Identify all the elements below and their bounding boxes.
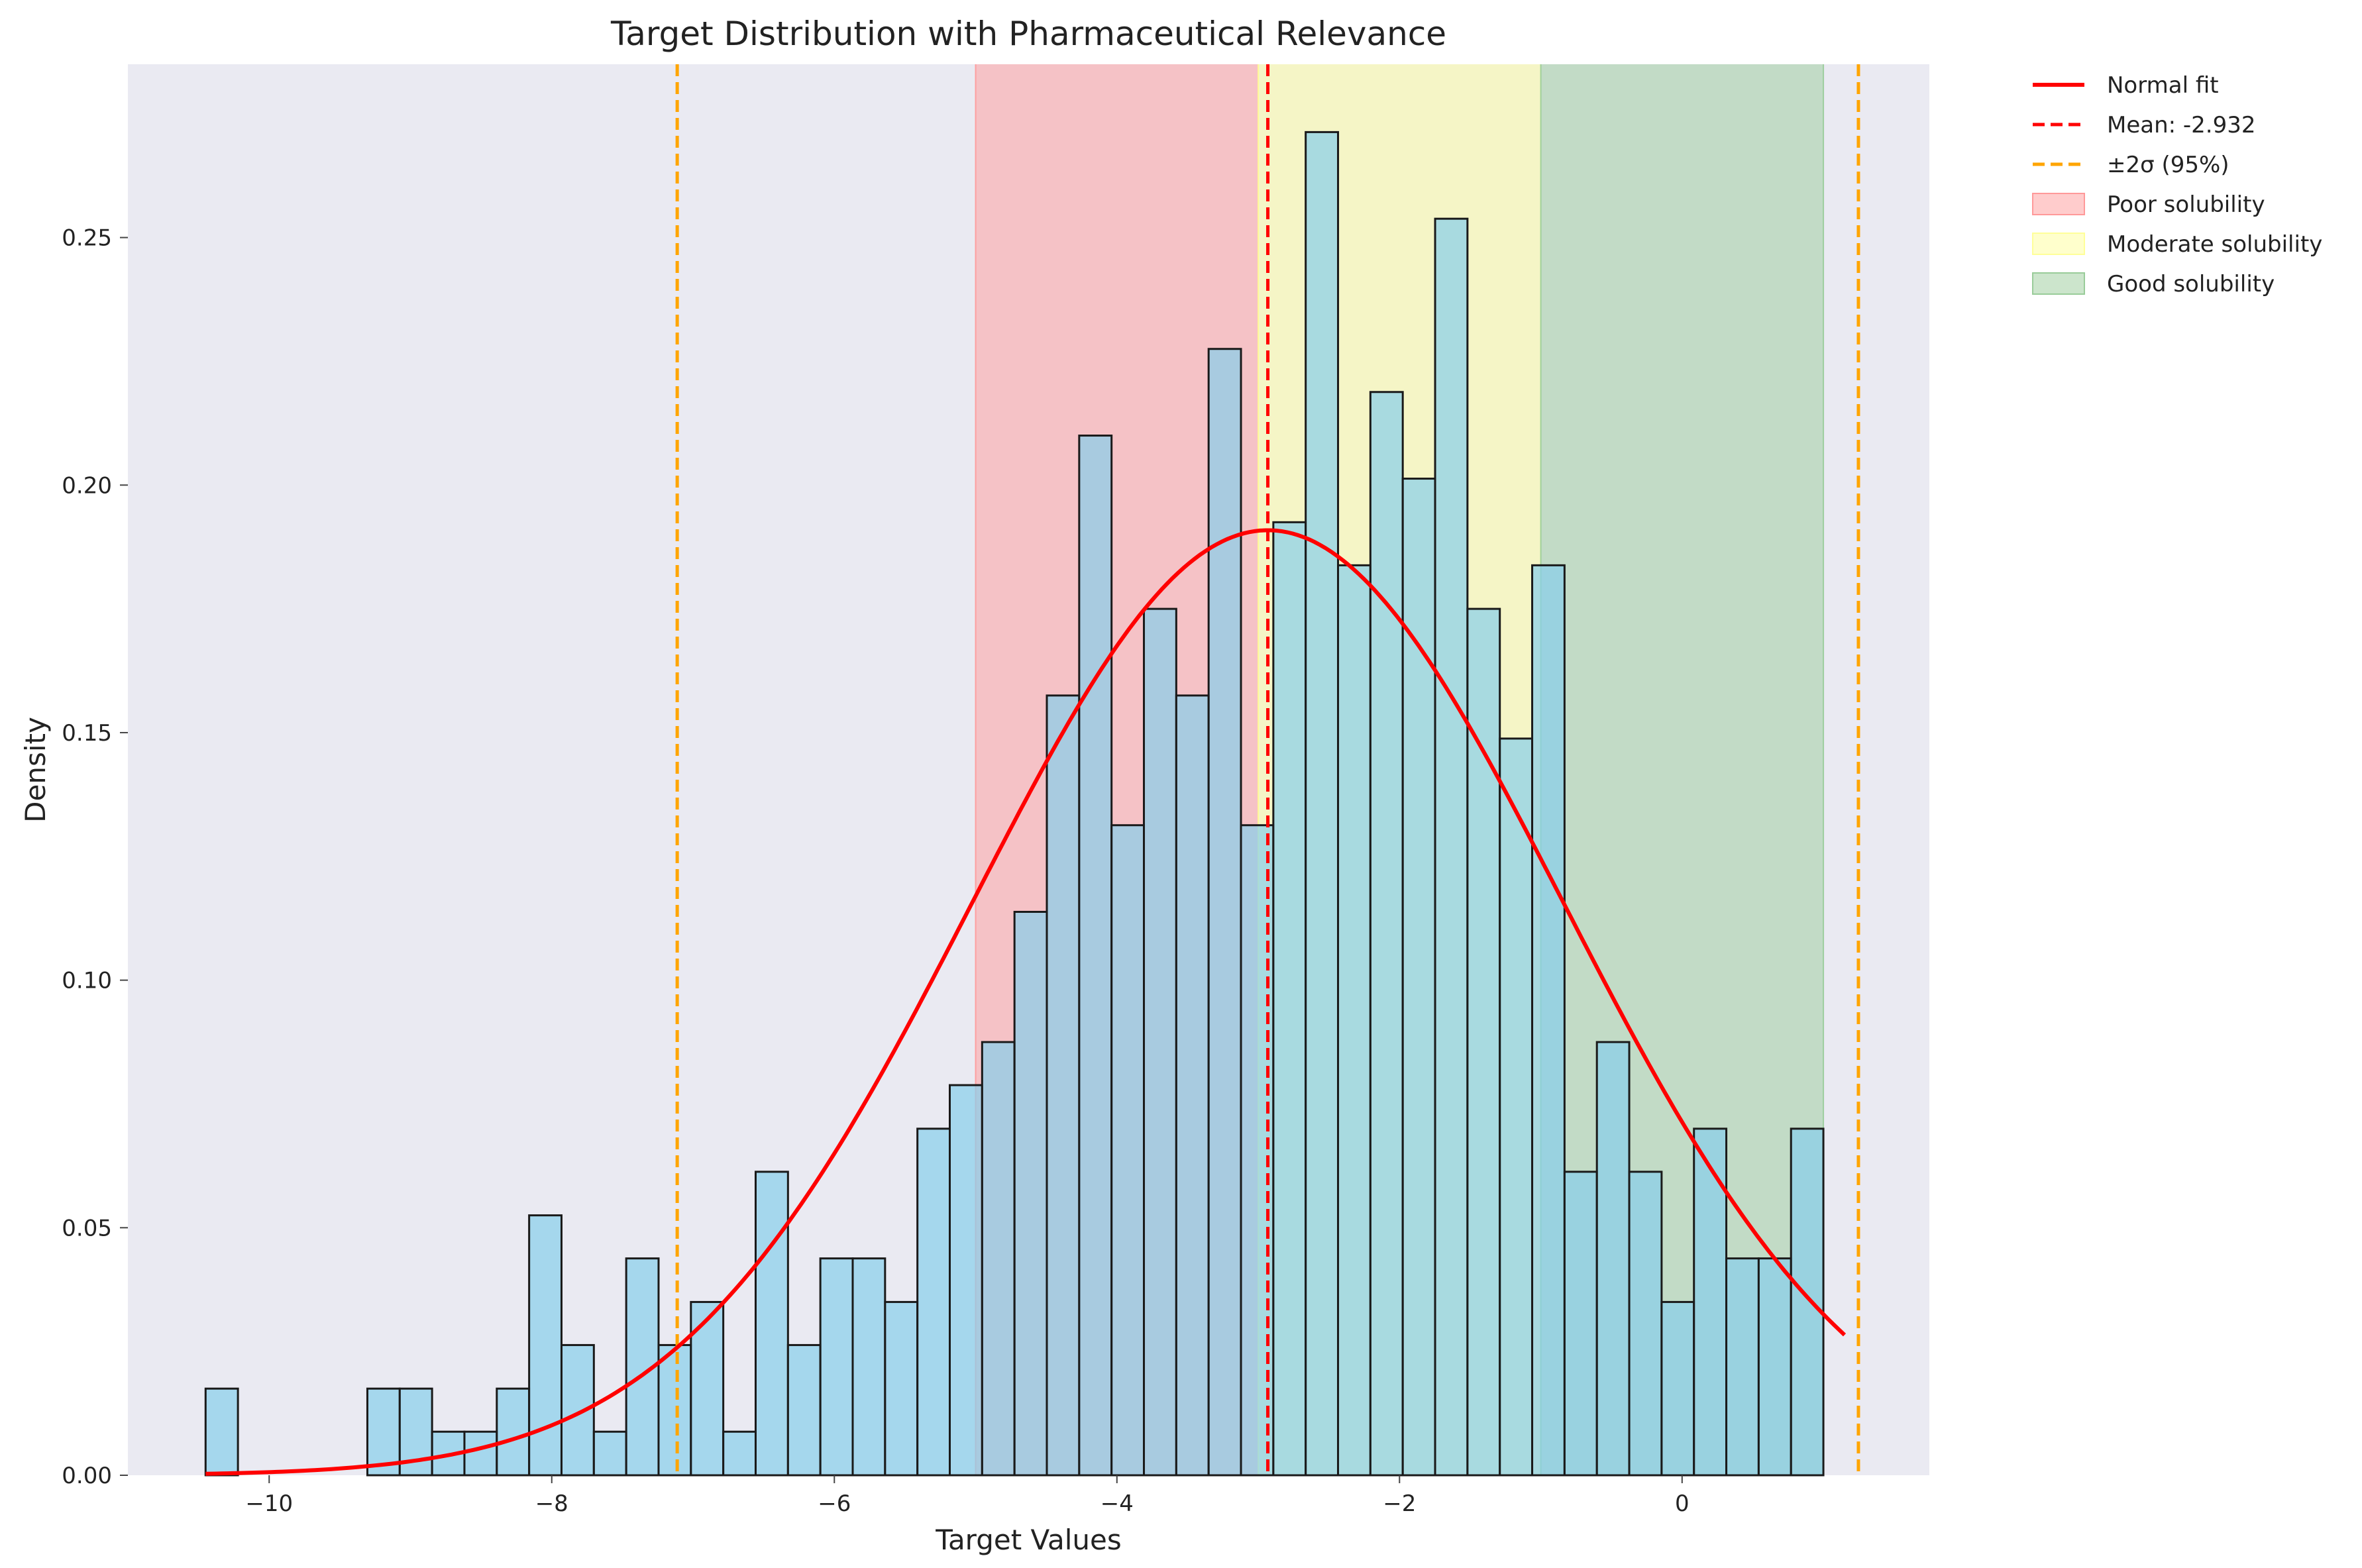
chart-title: Target Distribution with Pharmaceutical … (610, 15, 1446, 53)
x-axis-label: Target Values (935, 1524, 1122, 1556)
histogram-bar (1369, 391, 1404, 1477)
histogram-bar (1725, 1257, 1760, 1477)
histogram-bar (463, 1430, 498, 1477)
histogram-bar (625, 1257, 660, 1477)
legend-label-sigma: ±2σ (95%) (2107, 152, 2229, 178)
histogram-bar (1078, 435, 1113, 1477)
histogram-bar (1207, 348, 1242, 1477)
histogram-bar (1757, 1257, 1792, 1477)
histogram-bar (204, 1387, 239, 1477)
histogram-bar (592, 1430, 627, 1477)
histogram-bar (916, 1127, 951, 1477)
histogram-bar (949, 1084, 983, 1477)
histogram-bar (1531, 564, 1566, 1477)
x-tick-label: −4 (1100, 1490, 1134, 1517)
legend-swatch-good-solubility (2032, 272, 2085, 295)
y-tick-label: 0.15 (62, 720, 112, 747)
legend-label-normal-fit: Normal fit (2107, 72, 2219, 99)
legend: Normal fit Mean: -2.932 ±2σ (95%) Poor s… (2032, 72, 2322, 297)
histogram-bars (204, 131, 1825, 1477)
histogram-bar (1790, 1127, 1825, 1477)
legend-label-good-solubility: Good solubility (2107, 271, 2275, 297)
histogram-bar (1046, 694, 1081, 1477)
y-tick-label: 0.10 (62, 968, 112, 994)
histogram-bar (981, 1041, 1016, 1477)
histogram-bar (1466, 607, 1501, 1477)
histogram-bar (1693, 1127, 1728, 1477)
y-axis-ticks: 0.00 0.05 0.10 0.15 0.20 0.25 (62, 225, 128, 1489)
histogram-bar (754, 1171, 789, 1477)
histogram-bar (528, 1214, 563, 1477)
normal-fit-curve (205, 528, 1847, 1476)
histogram-bar (1305, 131, 1340, 1477)
histogram-bar (1013, 910, 1048, 1477)
histogram-bar (1110, 824, 1146, 1477)
histogram-bar (884, 1300, 919, 1477)
x-tick-label: 0 (1675, 1490, 1690, 1517)
y-tick-label: 0.25 (62, 225, 112, 252)
histogram-bar (1272, 521, 1307, 1477)
legend-swatch-poor-solubility (2032, 193, 2085, 215)
histogram-bar (657, 1343, 692, 1477)
histogram-bar (1499, 737, 1534, 1477)
histogram-bar (819, 1257, 854, 1477)
histogram-bar (1434, 217, 1469, 1477)
histogram-bar (496, 1387, 531, 1477)
histogram-bar (1563, 1171, 1598, 1477)
y-tick-label: 0.05 (62, 1215, 112, 1241)
x-tick-label: −10 (245, 1490, 293, 1517)
histogram-bar (1143, 607, 1177, 1477)
y-tick-label: 0.00 (62, 1463, 112, 1489)
legend-swatch-moderate-solubility (2032, 233, 2085, 255)
histogram-bar (1628, 1171, 1663, 1477)
x-tick-label: −2 (1383, 1490, 1416, 1517)
histogram-bar (786, 1343, 822, 1477)
legend-label-poor-solubility: Poor solubility (2107, 191, 2265, 218)
histogram-bar (851, 1257, 886, 1477)
legend-label-moderate-solubility: Moderate solubility (2107, 231, 2322, 258)
x-tick-label: −8 (535, 1490, 568, 1517)
histogram-bar (722, 1430, 757, 1477)
y-axis-label: Density (19, 717, 52, 823)
histogram-bar (1175, 694, 1210, 1477)
histogram-bar (1595, 1041, 1631, 1477)
x-axis-ticks: −10 −8 −6 −4 −2 0 (245, 1475, 1690, 1517)
histogram-bar (1337, 564, 1371, 1477)
x-tick-label: −6 (818, 1490, 851, 1517)
reference-lines (675, 64, 1860, 1475)
y-tick-label: 0.20 (62, 472, 112, 499)
histogram-bar (1660, 1300, 1695, 1477)
legend-label-mean: Mean: -2.932 (2107, 112, 2256, 138)
